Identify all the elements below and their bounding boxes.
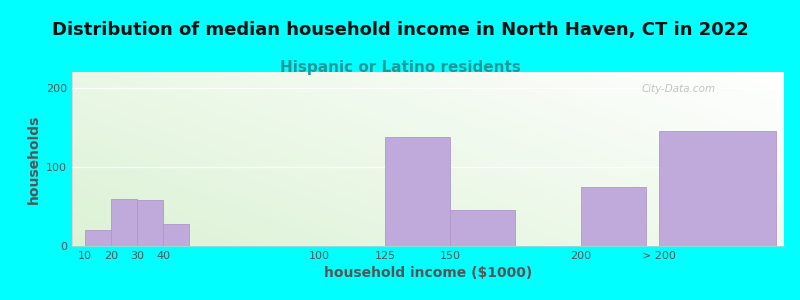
X-axis label: household income ($1000): household income ($1000) (324, 266, 532, 280)
Bar (111, 199, 138, 246)
Bar (85, 230, 111, 246)
Text: Hispanic or Latino residents: Hispanic or Latino residents (279, 60, 521, 75)
Text: Distribution of median household income in North Haven, CT in 2022: Distribution of median household income … (52, 21, 748, 39)
Bar (163, 224, 190, 246)
Bar (138, 200, 163, 246)
Text: City-Data.com: City-Data.com (642, 84, 716, 94)
Bar (450, 210, 515, 246)
Bar (385, 137, 450, 246)
Y-axis label: households: households (26, 114, 41, 204)
Bar (581, 187, 646, 246)
Bar (659, 131, 776, 246)
